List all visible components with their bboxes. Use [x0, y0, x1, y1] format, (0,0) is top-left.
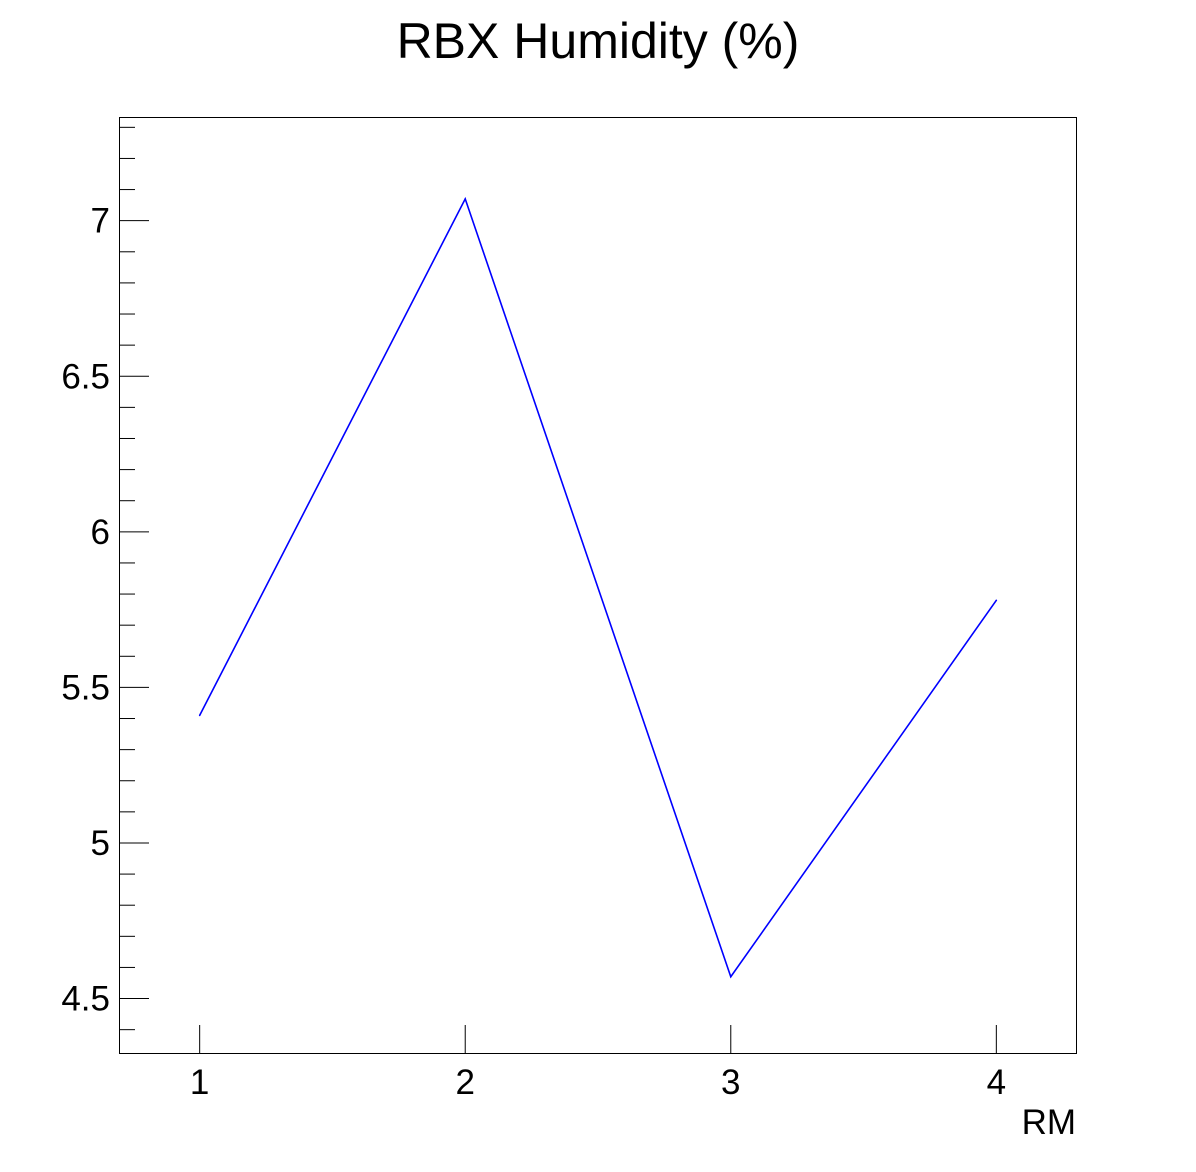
x-axis-title: RM [1022, 1103, 1076, 1142]
y-tick-label: 7 [91, 202, 110, 241]
x-tick-label: 1 [190, 1063, 209, 1102]
y-tick-label: 5.5 [61, 668, 110, 707]
y-tick-label: 5 [91, 824, 110, 863]
y-tick-label: 6 [91, 513, 110, 552]
x-tick-label: 3 [721, 1063, 740, 1102]
data-point [995, 599, 998, 602]
data-point [198, 714, 201, 717]
series-line [198, 196, 997, 979]
x-axis: 1 2 3 4 [190, 1025, 1006, 1102]
y-axis: 4.5 5 5.5 6 6.5 7 [61, 126, 149, 1031]
data-point [729, 975, 732, 978]
y-tick-label: 4.5 [61, 980, 110, 1019]
x-tick-label: 4 [987, 1063, 1006, 1102]
chart-title: RBX Humidity (%) [397, 13, 800, 69]
y-tick-label: 6.5 [61, 357, 110, 396]
data-point [464, 198, 467, 200]
series-layer [198, 196, 998, 979]
x-tick-label: 2 [455, 1063, 474, 1102]
plot-frame [119, 117, 1077, 1054]
